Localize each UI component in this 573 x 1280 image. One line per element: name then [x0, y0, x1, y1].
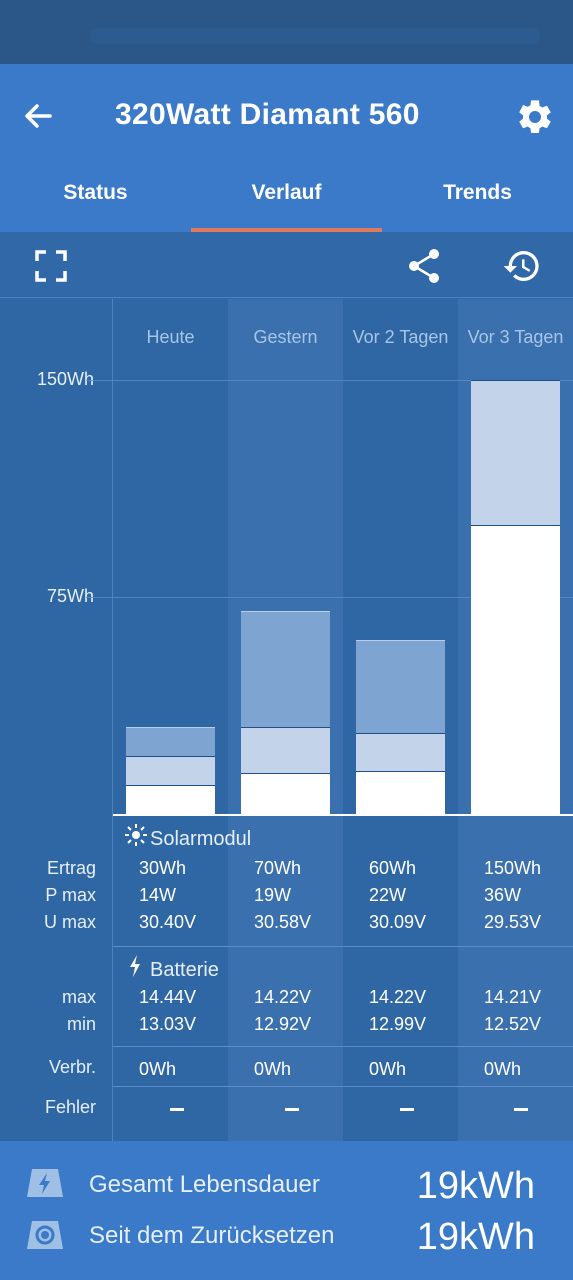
totals-footer: Gesamt Lebensdauer 19kWh Seit dem Zurück… [0, 1141, 573, 1280]
column-header: Gestern [253, 327, 318, 347]
lifetime-value: 19kWh [416, 1165, 535, 1207]
section-divider [113, 946, 573, 947]
page-title: 320Watt Diamant 560 [115, 98, 420, 131]
battery-min-value: 12.52V [484, 1014, 542, 1034]
ertrag-value: 30Wh [139, 858, 187, 878]
row-label-umax: U max [43, 912, 96, 932]
battery-max-value: 14.22V [254, 987, 312, 1007]
column-header: Vor 3 Tagen [467, 327, 564, 347]
battery-max-value: 14.44V [139, 987, 197, 1007]
lightning-icon [130, 955, 140, 977]
consumption-value: 0Wh [369, 1059, 407, 1079]
row-label-verbr: Verbr. [48, 1057, 96, 1077]
umax-value: 30.09V [369, 912, 427, 932]
section-divider [113, 1086, 573, 1087]
row-label-ertrag: Ertrag [46, 858, 96, 878]
error-none-dash [400, 1108, 414, 1111]
gridline [86, 380, 573, 381]
sun-icon [125, 824, 147, 846]
y-tick-label: 150Wh [36, 369, 94, 389]
consumption-value: 0Wh [484, 1059, 522, 1079]
day-column: Vor 2 Tagen [343, 299, 458, 1141]
bar-segment [241, 773, 330, 814]
row-label-min: min [66, 1014, 96, 1034]
share-icon [409, 249, 439, 283]
y-tick-label: 75Wh [46, 586, 94, 606]
tab-status[interactable]: Status [63, 181, 128, 204]
umax-value: 29.53V [484, 912, 542, 932]
y-axis: 150Wh 75Wh [0, 299, 113, 1141]
bar-segment [126, 785, 215, 814]
column-header: Heute [146, 327, 195, 347]
battery-min-value: 13.03V [139, 1014, 197, 1034]
gear-icon [519, 100, 551, 133]
tab-trends[interactable]: Trends [443, 181, 512, 204]
section-title-solar: Solarmodul [150, 828, 252, 850]
lightning-badge-icon [27, 1169, 63, 1197]
battery-min-value: 12.99V [369, 1014, 427, 1034]
battery-max-value: 14.22V [369, 987, 427, 1007]
reset-label: Seit dem Zurücksetzen [89, 1222, 335, 1249]
history-chart: 150Wh 75Wh Heute Gestern Vor 2 Tagen Vor… [0, 299, 573, 1141]
error-none-dash [514, 1108, 528, 1111]
bar-segment [471, 524, 560, 814]
lifetime-label: Gesamt Lebensdauer [89, 1171, 320, 1198]
back-button[interactable] [18, 94, 58, 138]
tab-verlauf[interactable]: Verlauf [191, 168, 382, 232]
fullscreen-icon [35, 250, 67, 282]
pmax-value: 22W [369, 885, 407, 905]
history-icon [503, 251, 539, 281]
section-title-battery: Batterie [150, 959, 219, 981]
error-none-dash [285, 1108, 299, 1111]
status-bar [0, 0, 573, 64]
tab-bar: Status Verlauf Trends [0, 168, 573, 232]
fullscreen-button[interactable] [31, 246, 71, 286]
pmax-value: 36W [484, 885, 522, 905]
reset-badge-icon [27, 1221, 63, 1249]
share-button[interactable] [404, 246, 444, 286]
history-button[interactable] [502, 246, 542, 286]
row-label-pmax: P max [45, 885, 96, 905]
umax-value: 30.40V [139, 912, 197, 932]
pmax-value: 19W [254, 885, 292, 905]
arrow-left-icon [25, 104, 52, 128]
pmax-value: 14W [139, 885, 177, 905]
section-divider [113, 1046, 573, 1047]
battery-max-value: 14.21V [484, 987, 542, 1007]
chart-baseline [113, 814, 573, 816]
column-header: Vor 2 Tagen [352, 327, 449, 347]
row-label-max: max [61, 987, 96, 1007]
ertrag-value: 150Wh [484, 858, 542, 878]
chart-toolbar [0, 232, 573, 298]
settings-button[interactable] [515, 97, 555, 137]
row-label-fehler: Fehler [44, 1097, 96, 1117]
consumption-value: 0Wh [139, 1059, 177, 1079]
ertrag-value: 60Wh [369, 858, 417, 878]
consumption-value: 0Wh [254, 1059, 292, 1079]
bar-segment [356, 770, 445, 814]
status-bar-content [90, 28, 540, 44]
ertrag-value: 70Wh [254, 858, 302, 878]
gridline [86, 597, 573, 598]
umax-value: 30.58V [254, 912, 312, 932]
error-none-dash [170, 1108, 184, 1111]
app-bar: 320Watt Diamant 560 [0, 64, 573, 168]
battery-min-value: 12.92V [254, 1014, 312, 1034]
reset-value: 19kWh [416, 1216, 535, 1258]
day-column: Heute [113, 299, 228, 1141]
